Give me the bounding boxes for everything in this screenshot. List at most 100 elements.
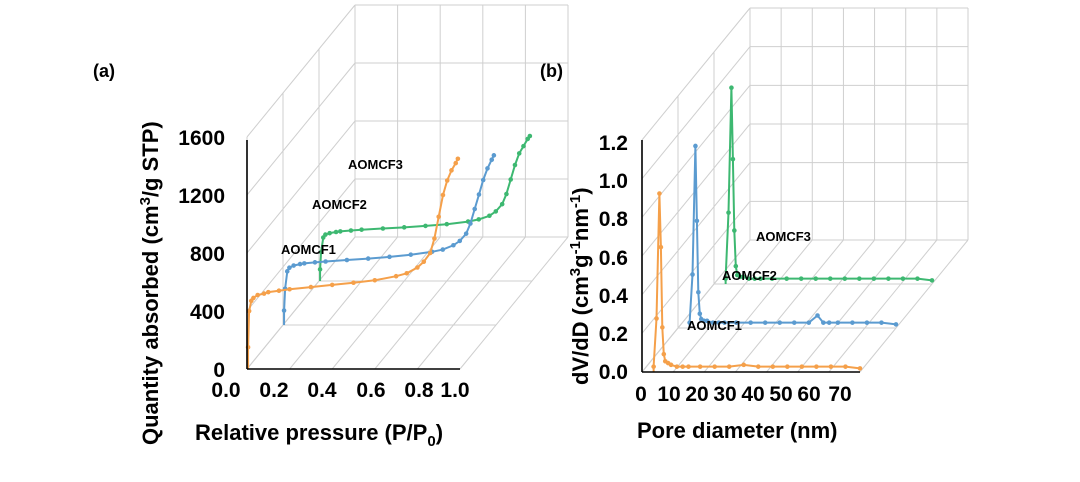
a-data-point: [329, 282, 335, 288]
a-data-point: [436, 214, 442, 220]
b-xtick: 70: [828, 383, 851, 406]
a-data-point: [451, 242, 456, 248]
a-xtick: 0.4: [307, 379, 337, 402]
a-xtick: 0.2: [259, 379, 288, 402]
a-xtick: 0.0: [211, 379, 240, 402]
b-data-point: [826, 320, 832, 325]
panel-b-axes: [641, 140, 860, 373]
a-xtick: 0.6: [356, 379, 385, 402]
b-xtick: 10: [657, 383, 680, 406]
b-data-point: [697, 311, 703, 317]
a-data-point: [463, 231, 469, 236]
a-data-point: [476, 217, 482, 222]
b-data-point: [693, 143, 698, 149]
series-label-aomcf3-a: AOMCF3: [348, 157, 403, 172]
a-data-point: [246, 308, 252, 314]
b-floor-grid-line: [672, 239, 782, 373]
a-data-point: [457, 238, 463, 244]
a-data-point: [380, 226, 386, 231]
a-ytick: 0: [213, 359, 225, 382]
b-ytick: 0.8: [599, 208, 629, 231]
b-data-point: [686, 364, 691, 369]
b-data-point: [733, 320, 739, 325]
b-data-point: [864, 320, 870, 325]
panel-a-x-ticks: 0.0 0.2 0.4 0.6 0.8 1.0: [211, 379, 469, 402]
a-data-point: [308, 284, 314, 290]
a-data-point: [327, 230, 332, 236]
a-data-point: [480, 177, 486, 183]
a-data-point: [261, 291, 267, 296]
b-data-point: [668, 362, 674, 368]
b-floor-grid-line: [859, 239, 969, 373]
b-data-point: [814, 364, 819, 369]
a-data-point: [323, 259, 328, 264]
b-series-line-aomcf1: [652, 193, 861, 370]
b-side-grid-line: [641, 46, 751, 179]
a-data-point: [444, 221, 450, 227]
panel-a-grid: [246, 4, 569, 370]
b-data-point: [769, 276, 775, 281]
b-data-point: [746, 276, 752, 281]
a-data-point: [521, 143, 526, 149]
a-xtick: 0.8: [404, 379, 434, 402]
b-ytick: 1.2: [599, 132, 628, 155]
b-side-grid-line: [641, 7, 751, 141]
a-ytick: 800: [190, 243, 225, 266]
b-floor-grid-line: [703, 239, 813, 373]
a-data-point: [493, 209, 499, 214]
panel-b-grid: [641, 7, 969, 373]
a-ytick: 1200: [178, 185, 225, 208]
b-data-point: [893, 322, 899, 327]
a-data-point: [508, 177, 513, 182]
a-data-point: [348, 228, 354, 233]
panel-a-series: [245, 133, 533, 369]
panel-b-x-axis-title: Pore diameter (nm): [637, 418, 838, 443]
a-data-point: [287, 265, 292, 271]
a-data-point: [440, 192, 446, 198]
a-data-point: [359, 227, 364, 232]
a-xtick: 1.0: [440, 379, 469, 402]
b-side-grid-line: [641, 162, 751, 295]
b-data-point: [871, 276, 877, 281]
a-data-point: [276, 288, 282, 294]
b-data-point: [726, 210, 731, 215]
b-data-point: [900, 276, 906, 281]
b-data-point: [799, 364, 805, 369]
b-data-point: [696, 290, 701, 295]
panel-b-y-ticks: 0.0 0.2 0.4 0.6 0.8 1.0 1.2: [599, 132, 629, 384]
b-data-point: [843, 364, 848, 369]
b-data-point: [879, 320, 884, 325]
b-data-point: [762, 320, 768, 325]
b-data-point: [716, 320, 721, 325]
b-xtick: 60: [797, 383, 820, 406]
a-data-point: [408, 252, 414, 257]
b-data-point: [828, 364, 834, 369]
a-data-point: [499, 201, 505, 207]
a-floor-grid-line: [289, 236, 398, 370]
a-floor-grid-line: [246, 236, 356, 370]
b-xtick: 20: [685, 383, 708, 406]
b-data-point: [827, 276, 833, 281]
a-ytick: 400: [190, 301, 225, 324]
b-data-point: [798, 276, 804, 281]
a-data-point: [393, 273, 399, 279]
b-data-point: [770, 364, 776, 369]
b-data-point: [791, 320, 797, 325]
b-data-point: [712, 364, 717, 369]
a-side-grid-line: [246, 120, 356, 254]
a-data-point: [427, 250, 433, 256]
b-data-point: [813, 276, 819, 281]
b-data-point: [697, 364, 703, 369]
panel-b-series: [651, 85, 935, 372]
a-data-point: [372, 277, 378, 283]
a-data-point: [421, 259, 427, 265]
b-data-point: [680, 364, 685, 369]
b-data-point: [748, 320, 753, 325]
a-floor-grid-line: [417, 236, 526, 370]
a-data-point: [485, 166, 490, 171]
a-data-point: [415, 265, 420, 270]
a-data-point: [251, 295, 256, 301]
panel-a-y-axis-title: Quantity absorbed (cm3/g STP): [137, 121, 163, 445]
panel-a-label: (a): [93, 61, 115, 81]
